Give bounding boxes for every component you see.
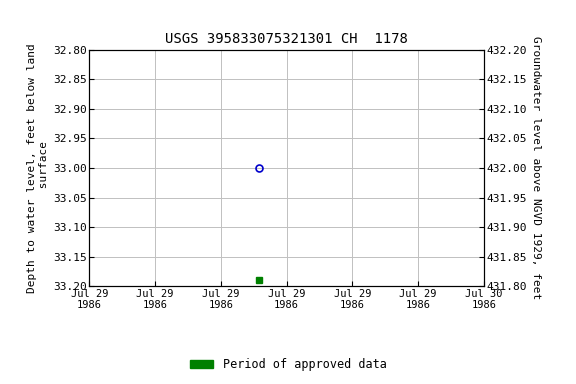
Title: USGS 395833075321301 CH  1178: USGS 395833075321301 CH 1178 [165, 32, 408, 46]
Legend: Period of approved data: Period of approved data [185, 354, 391, 376]
Y-axis label: Groundwater level above NGVD 1929, feet: Groundwater level above NGVD 1929, feet [531, 36, 541, 300]
Y-axis label: Depth to water level, feet below land
 surface: Depth to water level, feet below land su… [27, 43, 48, 293]
